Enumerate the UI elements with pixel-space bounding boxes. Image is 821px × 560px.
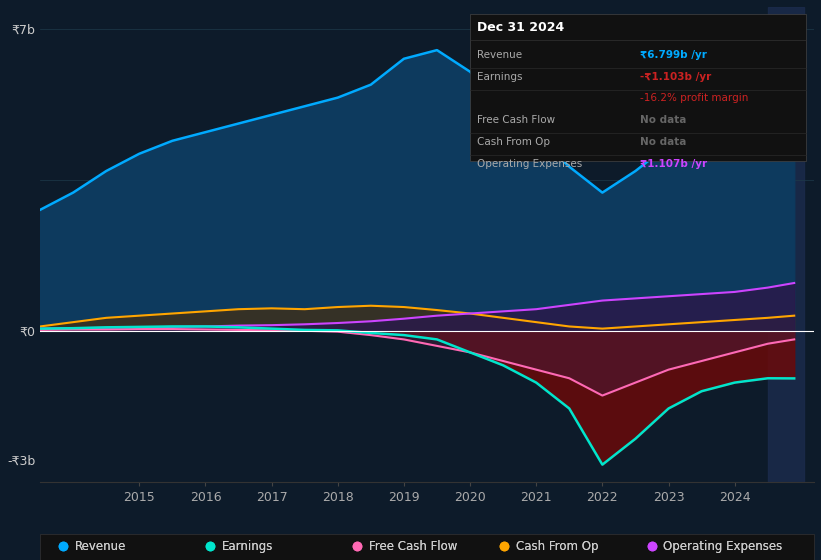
Text: Cash From Op: Cash From Op — [477, 137, 550, 147]
FancyBboxPatch shape — [470, 14, 806, 161]
Text: -₹1.103b /yr: -₹1.103b /yr — [640, 72, 711, 82]
Text: Free Cash Flow: Free Cash Flow — [477, 115, 556, 125]
FancyBboxPatch shape — [40, 534, 814, 560]
Text: Earnings: Earnings — [222, 539, 273, 553]
Text: Earnings: Earnings — [477, 72, 523, 82]
Text: Free Cash Flow: Free Cash Flow — [369, 539, 457, 553]
Text: ₹6.799b /yr: ₹6.799b /yr — [640, 50, 707, 60]
Text: -16.2% profit margin: -16.2% profit margin — [640, 94, 748, 104]
Text: Revenue: Revenue — [75, 539, 126, 553]
Text: ₹1.107b /yr: ₹1.107b /yr — [640, 159, 707, 169]
Text: Operating Expenses: Operating Expenses — [663, 539, 782, 553]
Text: Operating Expenses: Operating Expenses — [663, 539, 782, 553]
Text: Dec 31 2024: Dec 31 2024 — [477, 21, 565, 34]
Bar — [768, 7, 804, 482]
Text: Revenue: Revenue — [477, 50, 522, 60]
Text: Cash From Op: Cash From Op — [516, 539, 599, 553]
Text: Cash From Op: Cash From Op — [516, 539, 599, 553]
Text: No data: No data — [640, 115, 686, 125]
Text: Revenue: Revenue — [75, 539, 126, 553]
Text: Operating Expenses: Operating Expenses — [477, 159, 583, 169]
Text: Free Cash Flow: Free Cash Flow — [369, 539, 457, 553]
Text: No data: No data — [640, 137, 686, 147]
Text: Earnings: Earnings — [222, 539, 273, 553]
